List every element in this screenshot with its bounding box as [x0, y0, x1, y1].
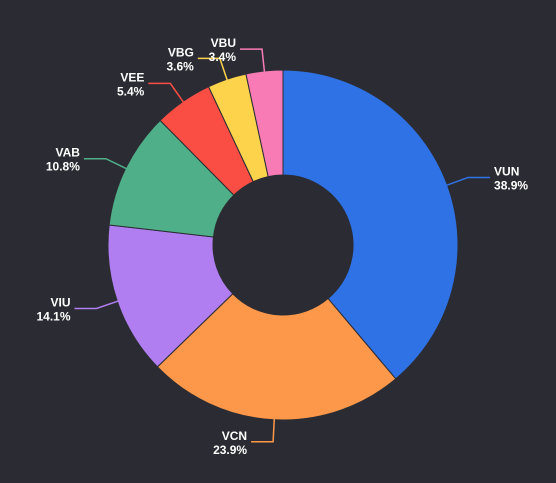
slice-value-vcn: 23.9%: [213, 443, 247, 457]
slice-label-vbu: VBU: [211, 36, 236, 50]
slice-value-vbu: 3.4%: [209, 50, 237, 64]
leader-line-vee: [148, 82, 185, 104]
slice-value-vab: 10.8%: [46, 160, 80, 174]
leader-line-vbg: [197, 57, 229, 82]
slice-label-viu: VIU: [50, 295, 70, 309]
slice-value-viu: 14.1%: [36, 309, 70, 323]
leader-line-vcn: [251, 417, 276, 443]
slice-value-vun: 38.9%: [494, 178, 528, 192]
slice-label-vbg: VBG: [168, 45, 194, 59]
slice-label-vee: VEE: [120, 70, 144, 84]
slice-label-vcn: VCN: [222, 429, 247, 443]
leader-lines-layer: [74, 48, 491, 443]
leader-line-vbu: [240, 48, 266, 74]
slices-layer: [107, 69, 459, 421]
leader-line-vun: [445, 176, 491, 187]
slice-vcn[interactable]: [156, 293, 397, 421]
slice-vbu[interactable]: [245, 69, 284, 178]
slice-viu[interactable]: [107, 224, 234, 368]
slice-label-vab: VAB: [55, 146, 80, 160]
slice-label-vun: VUN: [494, 164, 519, 178]
slice-value-vbg: 3.6%: [166, 59, 194, 73]
slice-vun[interactable]: [282, 69, 459, 380]
leader-line-viu: [74, 300, 120, 310]
slice-value-vee: 5.4%: [117, 84, 145, 98]
leader-line-vab: [83, 157, 128, 170]
